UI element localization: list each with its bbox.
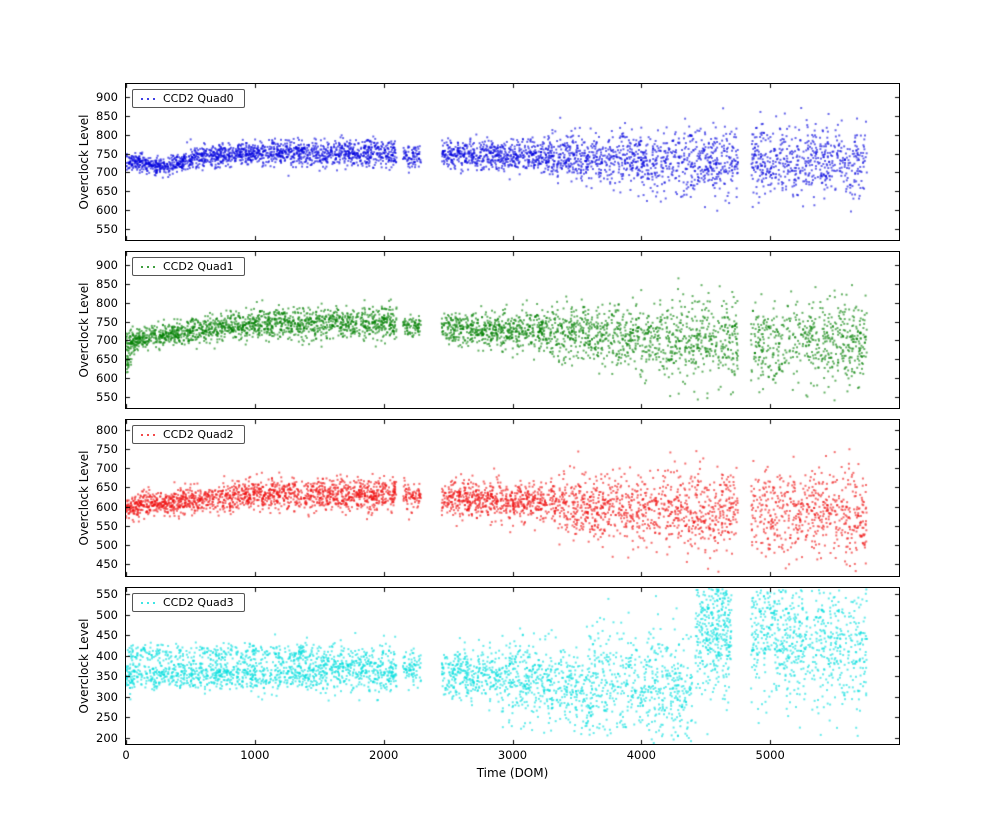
- legend-marker-dot: [141, 97, 143, 100]
- x-tick-label: 0: [122, 748, 130, 762]
- legend-marker-dot: [147, 265, 149, 268]
- axes-box: CCD2 Quad1: [125, 251, 900, 409]
- legend-marker: [141, 433, 155, 436]
- legend-marker-dot: [141, 601, 143, 604]
- y-tick-label: 800: [96, 422, 118, 437]
- y-tick-label: 650: [96, 352, 118, 367]
- subplot-quad3: Overclock Level 200 250 300 350 400 450 500 550…: [0, 587, 1000, 745]
- y-tick-label: 600: [96, 202, 118, 217]
- y-tick-label: 650: [96, 184, 118, 199]
- y-tick-label: 500: [96, 607, 118, 622]
- legend-marker-dot: [153, 265, 155, 268]
- x-axis-ticks: 0 1000 2000 3000 4000 5000: [122, 748, 900, 764]
- y-tick-label: 800: [96, 295, 118, 310]
- legend-label: CCD2 Quad3: [163, 596, 234, 609]
- y-axis-ticks: 550 600 650 700 750 800 850 900: [0, 251, 118, 409]
- y-tick-label: 300: [96, 689, 118, 704]
- legend-marker-dot: [153, 433, 155, 436]
- legend-marker: [141, 265, 155, 268]
- axes-box: CCD2 Quad3: [125, 587, 900, 745]
- legend-marker-dot: [141, 265, 143, 268]
- y-tick-label: 350: [96, 669, 118, 684]
- legend-label: CCD2 Quad1: [163, 260, 234, 273]
- y-tick-label: 700: [96, 165, 118, 180]
- y-tick-label: 600: [96, 370, 118, 385]
- legend: CCD2 Quad2: [132, 425, 245, 444]
- legend-marker: [141, 97, 155, 100]
- x-tick-label: 3000: [497, 748, 528, 762]
- y-tick-label: 700: [96, 461, 118, 476]
- y-tick-label: 450: [96, 628, 118, 643]
- axes-box: CCD2 Quad2: [125, 419, 900, 577]
- x-tick-label: 1000: [240, 748, 270, 762]
- subplot-quad2: Overclock Level 450 500 550 600 650 700 750 800…: [0, 419, 1000, 577]
- x-axis-label: Time (DOM): [476, 766, 549, 780]
- x-tick-label: 4000: [626, 748, 656, 762]
- legend-marker-dot: [153, 97, 155, 100]
- y-axis-ticks: 450 500 550 600 650 700 750 800: [0, 419, 118, 577]
- y-tick-label: 750: [96, 314, 118, 329]
- y-tick-label: 400: [96, 648, 118, 663]
- y-tick-label: 750: [96, 146, 118, 161]
- legend-marker-dot: [141, 433, 143, 436]
- subplot-quad1: Overclock Level 550 600 650 700 750 800 850 900…: [0, 251, 1000, 409]
- y-tick-label: 550: [96, 221, 118, 236]
- y-tick-label: 250: [96, 710, 118, 725]
- y-axis-ticks: 200 250 300 350 400 450 500 550: [0, 587, 118, 745]
- legend-label: CCD2 Quad0: [163, 92, 234, 105]
- legend-marker-dot: [147, 601, 149, 604]
- legend-label: CCD2 Quad2: [163, 428, 234, 441]
- y-tick-label: 550: [96, 587, 118, 602]
- y-tick-label: 900: [96, 90, 118, 105]
- y-tick-label: 600: [96, 499, 118, 514]
- legend-marker: [141, 601, 155, 604]
- legend-marker-dot: [147, 97, 149, 100]
- legend-marker-dot: [147, 433, 149, 436]
- y-tick-label: 850: [96, 276, 118, 291]
- y-tick-label: 900: [96, 258, 118, 273]
- y-tick-label: 800: [96, 127, 118, 142]
- y-tick-label: 700: [96, 333, 118, 348]
- y-axis-ticks: 550 600 650 700 750 800 850 900: [0, 83, 118, 241]
- scatter-plot-quad2: [126, 420, 899, 576]
- legend: CCD2 Quad3: [132, 593, 245, 612]
- axes-box: CCD2 Quad0: [125, 83, 900, 241]
- scatter-plot-quad0: [126, 84, 899, 240]
- y-tick-label: 850: [96, 108, 118, 123]
- legend: CCD2 Quad1: [132, 257, 245, 276]
- scatter-plot-quad3: [126, 588, 899, 744]
- y-tick-label: 500: [96, 538, 118, 553]
- y-tick-label: 450: [96, 557, 118, 572]
- y-tick-label: 750: [96, 441, 118, 456]
- x-tick-label: 5000: [755, 748, 785, 762]
- y-tick-label: 550: [96, 389, 118, 404]
- y-tick-label: 200: [96, 730, 118, 745]
- legend: CCD2 Quad0: [132, 89, 245, 108]
- y-tick-label: 650: [96, 480, 118, 495]
- subplot-quad0: Overclock Level 550 600 650 700 750 800 850 900…: [0, 83, 1000, 241]
- x-tick-label: 2000: [369, 748, 399, 762]
- scatter-plot-quad1: [126, 252, 899, 408]
- legend-marker-dot: [153, 601, 155, 604]
- y-tick-label: 550: [96, 518, 118, 533]
